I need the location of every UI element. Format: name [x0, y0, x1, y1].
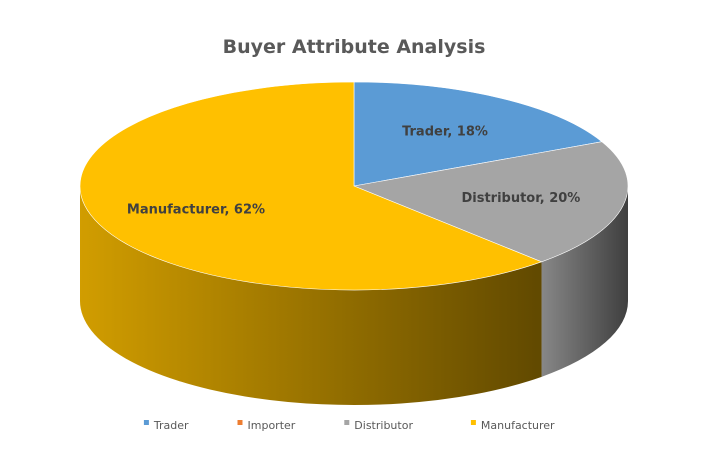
legend-label-distributor: Distributor: [354, 419, 413, 432]
legend: Trader Importer Distributor Manufacturer: [143, 419, 555, 432]
slice-labels: Trader, 18% Distributor, 20% Manufacturer,…: [127, 125, 580, 218]
data-label-manufacturer: Manufacturer, 62%: [127, 203, 265, 218]
chart-title: Buyer Attribute Analysis: [223, 36, 486, 58]
data-label-distributor: Distributor, 20%: [461, 191, 580, 206]
pie-tops: [79, 81, 629, 291]
legend-label-importer: Importer: [248, 419, 296, 432]
pie-side-distributor: [541, 186, 628, 377]
legend-item-manufacturer: Manufacturer: [470, 419, 555, 432]
legend-swatch-distributor: [344, 420, 350, 425]
pie-slice-trader: [353, 81, 603, 187]
legend-label-manufacturer: Manufacturer: [481, 419, 555, 432]
legend-swatch-trader: [143, 420, 149, 425]
pie-sides: [80, 186, 628, 405]
legend-swatch-importer: [237, 420, 243, 425]
legend-swatch-manufacturer: [470, 420, 476, 425]
pie-side-manufacturer: [80, 186, 542, 405]
pie-slice-distributor: [352, 141, 629, 263]
legend-item-trader: Trader: [143, 419, 189, 432]
data-label-trader: Trader, 18%: [402, 125, 488, 140]
legend-label-trader: Trader: [153, 419, 189, 432]
legend-item-distributor: Distributor: [344, 419, 413, 432]
legend-item-importer: Importer: [237, 419, 296, 432]
pie-slice-manufacturer: [79, 81, 543, 291]
